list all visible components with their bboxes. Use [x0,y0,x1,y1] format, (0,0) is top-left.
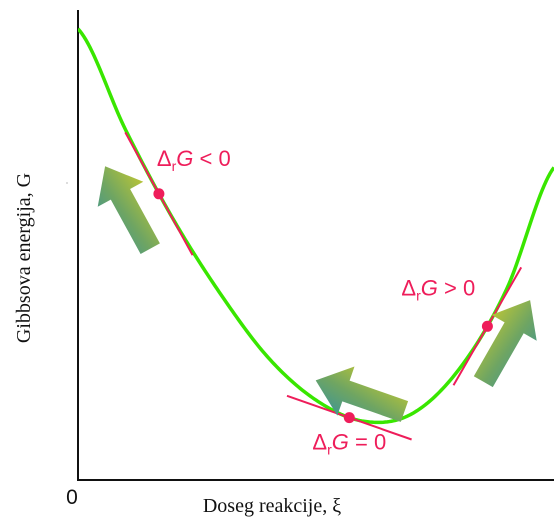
reaction-subscript: r [327,442,332,458]
delta-symbol: Δ [157,146,172,171]
reaction-subscript: r [172,158,177,174]
delta-g-label: ΔrG > 0 [401,275,475,303]
tangent-point [343,412,355,424]
direction-arrow [315,366,409,422]
relation-text: > 0 [438,275,475,300]
gibbs-symbol: G [421,275,438,300]
x-axis-title: Doseg reakcije, ξ [203,495,341,517]
direction-arrow [473,300,537,388]
delta-g-label: ΔrG = 0 [312,430,386,458]
tangent-point [481,320,493,332]
gibbs-symbol: G [176,146,193,171]
plot-area [78,27,554,441]
delta-symbol: Δ [401,275,416,300]
y-axis-title: Gibbsova energija, G [13,173,35,343]
direction-arrow [97,166,160,254]
reaction-subscript: r [416,287,421,303]
relation-text: = 0 [349,430,386,455]
tangent-point [153,188,165,200]
delta-symbol: Δ [312,430,327,455]
delta-g-label: ΔrG < 0 [157,146,231,174]
direction-arrows [97,166,537,422]
tangent-points [153,188,493,424]
relation-text: < 0 [193,146,230,171]
gibbs-symbol: G [332,430,349,455]
origin-tick-label: 0 [66,486,78,509]
